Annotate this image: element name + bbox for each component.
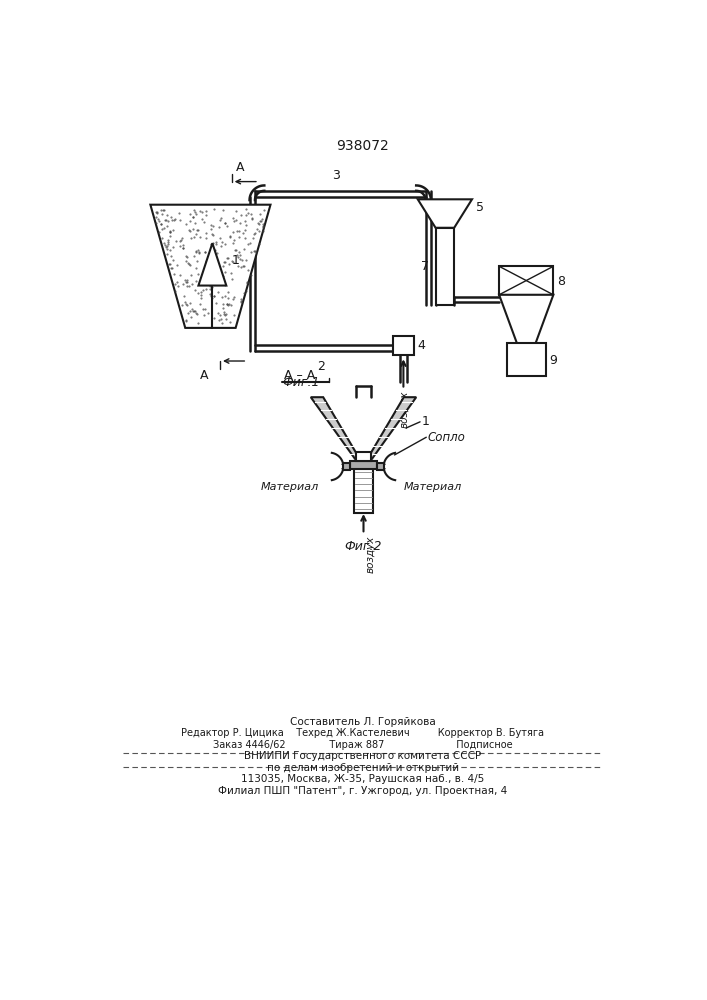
Polygon shape	[368, 397, 416, 459]
Text: 8: 8	[557, 275, 566, 288]
Bar	[356, 452, 371, 461]
Polygon shape	[199, 243, 226, 286]
Bar	[349, 461, 378, 469]
Text: Филиал ПШП "Патент", г. Ужгород, ул. Проектная, 4: Филиал ПШП "Патент", г. Ужгород, ул. Про…	[218, 786, 508, 796]
Text: Материал: Материал	[261, 482, 319, 492]
Text: воздух: воздух	[400, 391, 410, 428]
Text: 4: 4	[418, 339, 426, 352]
Polygon shape	[499, 295, 554, 343]
Text: 3: 3	[332, 169, 340, 182]
Text: 1: 1	[421, 415, 429, 428]
Text: 7: 7	[421, 260, 429, 273]
Text: Фиг.2: Фиг.2	[345, 540, 382, 553]
Text: 6: 6	[437, 252, 445, 265]
Text: 938072: 938072	[337, 139, 389, 153]
Polygon shape	[436, 228, 454, 305]
Text: Фиг.1: Фиг.1	[283, 376, 320, 389]
Polygon shape	[311, 397, 360, 459]
Text: 5: 5	[476, 201, 484, 214]
Text: Редактор Р. Цицика    Техред Ж.Кастелевич         Корректор В. Бутяга: Редактор Р. Цицика Техред Ж.Кастелевич К…	[181, 728, 544, 738]
Text: Заказ 4446/62              Тираж 887                       Подписное: Заказ 4446/62 Тираж 887 Подписное	[213, 740, 513, 750]
Text: 9: 9	[549, 354, 557, 367]
Polygon shape	[151, 205, 271, 328]
Polygon shape	[418, 199, 472, 228]
Text: ВНИИПИ Государственного комитета СССР: ВНИИПИ Государственного комитета СССР	[244, 751, 481, 761]
Text: 2: 2	[317, 360, 325, 373]
Text: 1: 1	[232, 254, 240, 267]
Text: А – А: А – А	[284, 369, 316, 382]
Bar	[507, 343, 546, 376]
Bar	[393, 336, 414, 355]
Bar	[354, 461, 373, 513]
Text: Составитель Л. Горяйкова: Составитель Л. Горяйкова	[290, 717, 436, 727]
Bar	[378, 463, 384, 470]
Text: А: А	[235, 161, 244, 174]
Text: воздух: воздух	[366, 536, 376, 573]
Bar	[499, 266, 554, 295]
Text: по делам изобретений и открытий: по делам изобретений и открытий	[267, 763, 459, 773]
Bar	[344, 463, 349, 470]
Text: Материал: Материал	[404, 482, 462, 492]
Text: А: А	[200, 369, 209, 382]
Text: Сопло: Сопло	[428, 431, 466, 444]
Text: 113035, Москва, Ж-35, Раушская наб., в. 4/5: 113035, Москва, Ж-35, Раушская наб., в. …	[241, 774, 484, 784]
